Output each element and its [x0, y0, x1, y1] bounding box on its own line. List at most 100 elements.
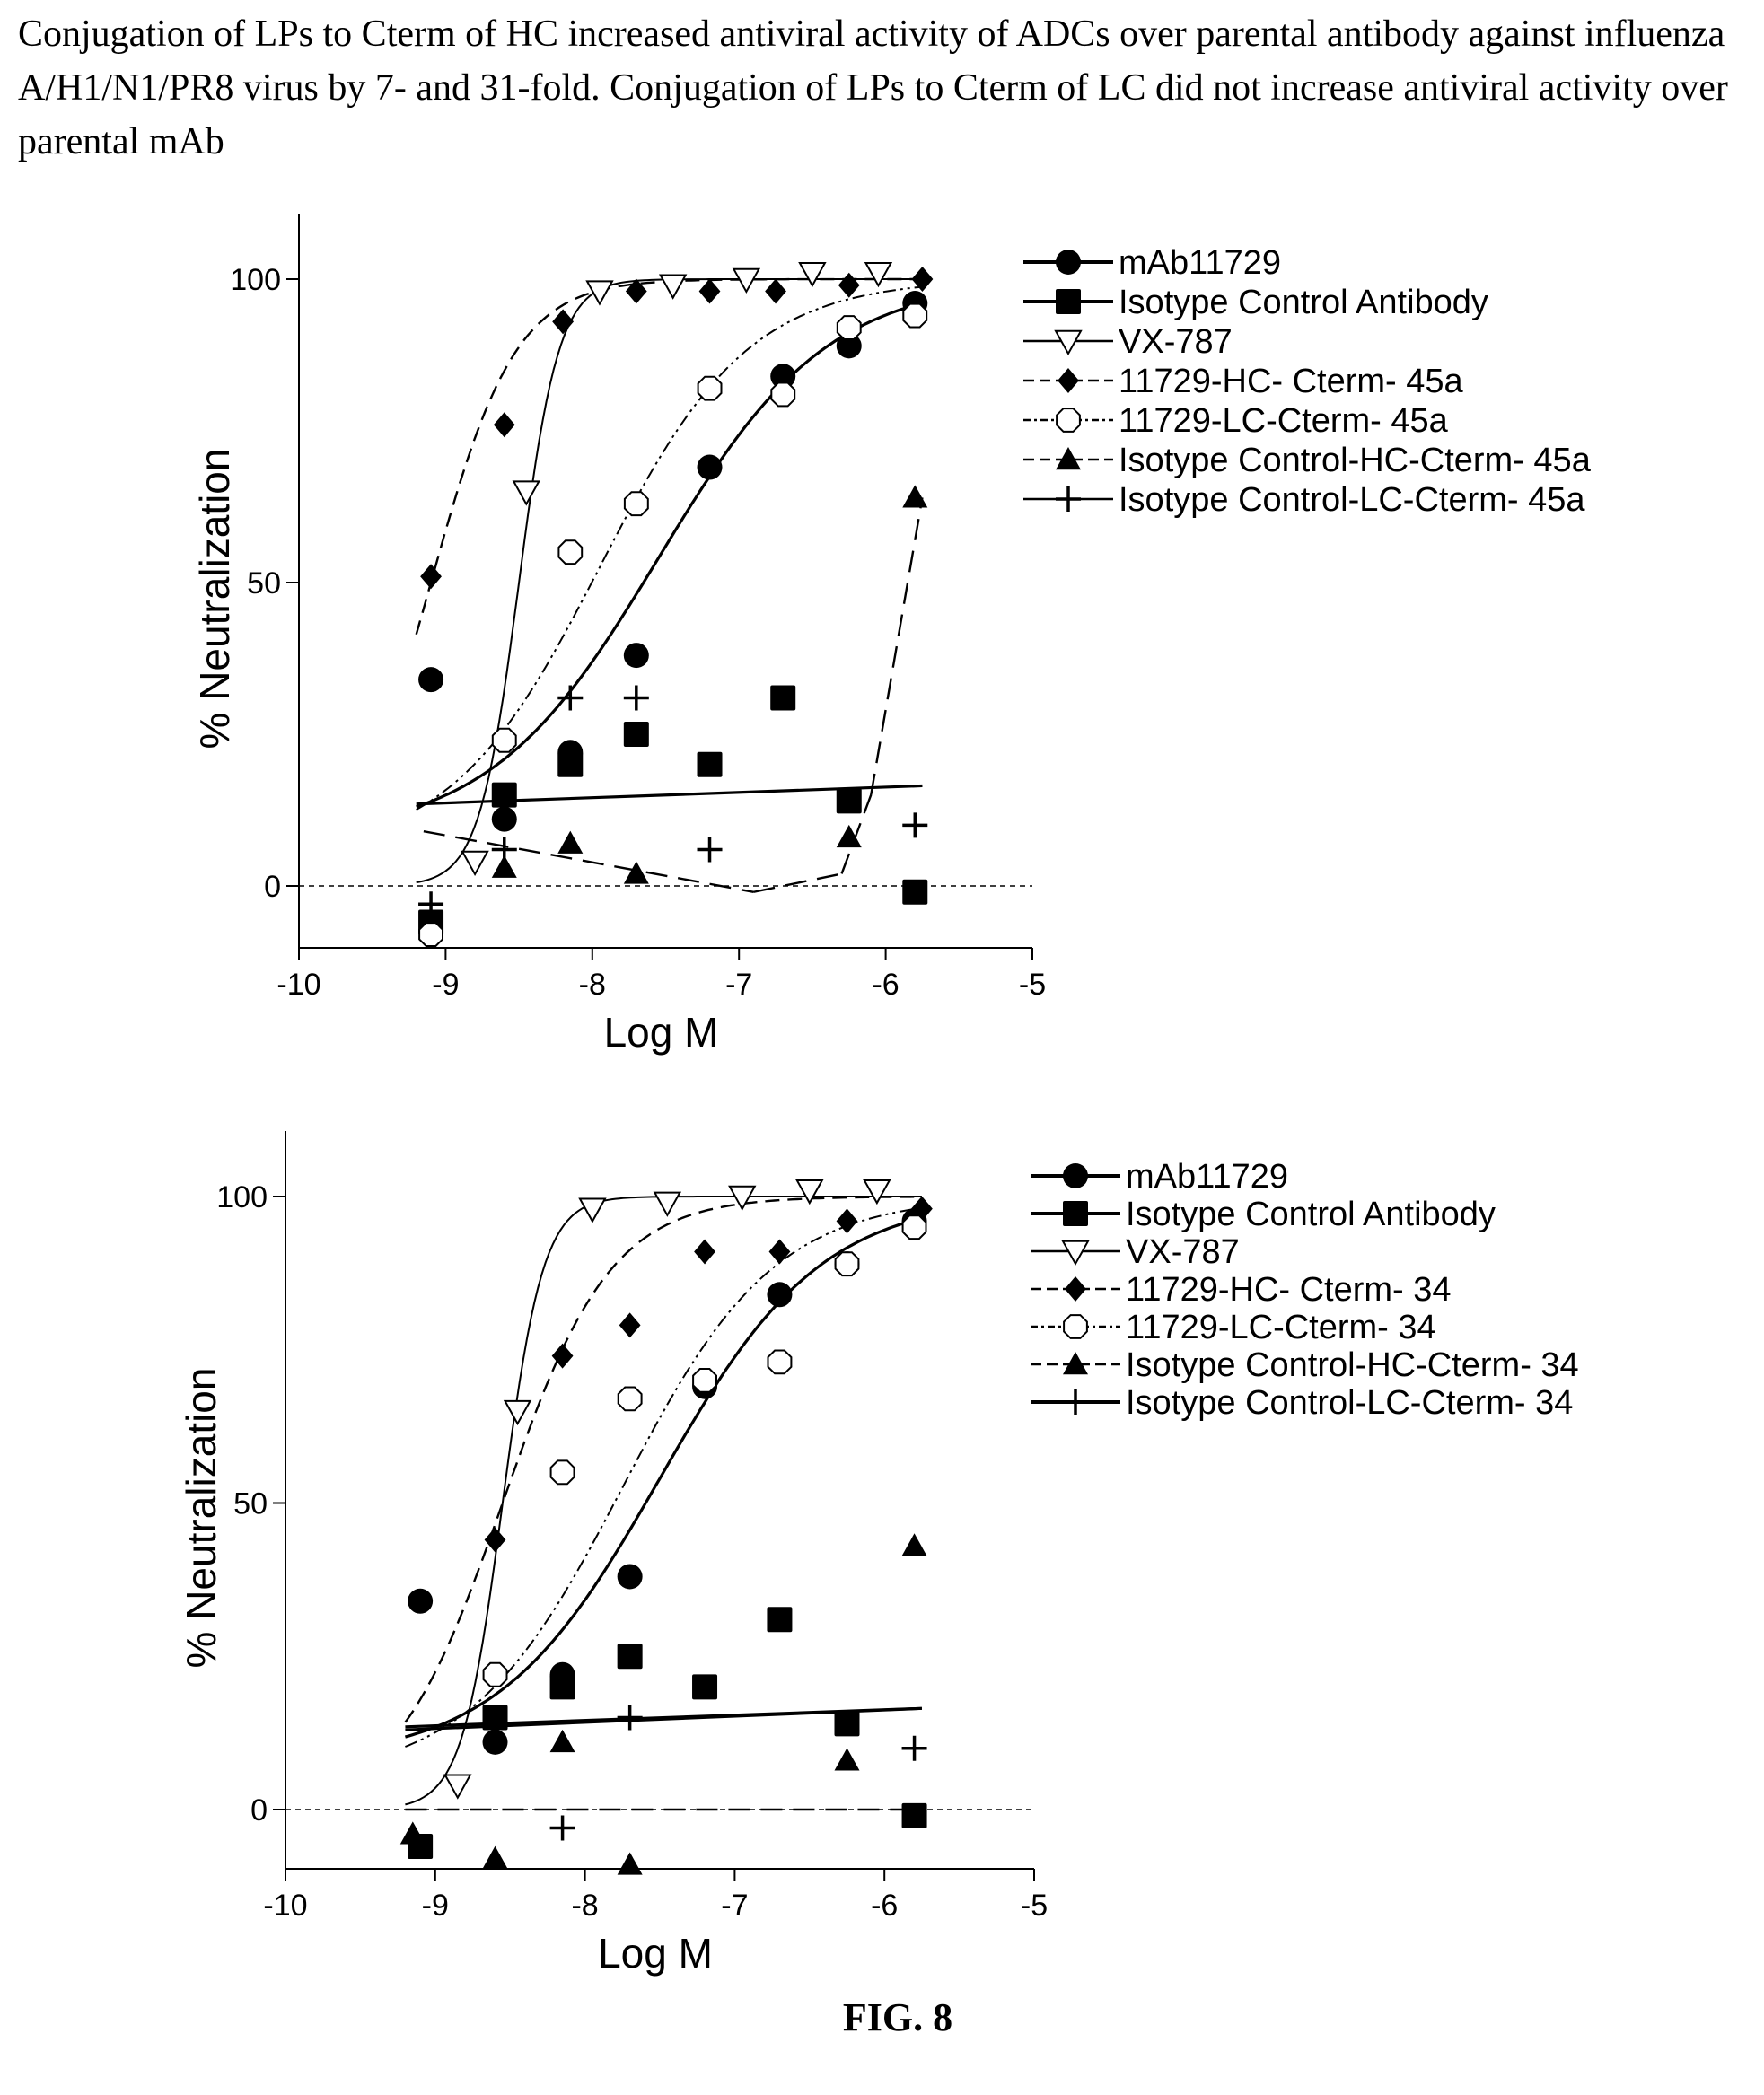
y-tick-label: 50: [233, 1487, 268, 1521]
data-point: [836, 333, 862, 359]
data-point: [697, 837, 723, 863]
data-point: [491, 806, 517, 832]
legend-marker: [1056, 447, 1081, 470]
x-tick-label: -7: [725, 968, 752, 1002]
data-point: [399, 1821, 426, 1845]
x-tick-label: -10: [276, 968, 320, 1002]
data-point: [694, 1239, 715, 1265]
data-point: [770, 685, 796, 711]
data-point: [697, 751, 723, 777]
x-tick-label: -6: [871, 1889, 898, 1923]
data-point: [728, 1185, 757, 1212]
data-point: [767, 1349, 793, 1375]
y-tick-label: 50: [247, 566, 281, 600]
legend-label: mAb11729: [1119, 244, 1281, 282]
data-point: [901, 1214, 927, 1240]
series-markers: [461, 262, 893, 877]
data-point: [557, 539, 584, 565]
series-markers: [418, 302, 928, 947]
data-point: [653, 1191, 682, 1217]
data-point: [770, 381, 796, 408]
data-point: [798, 262, 827, 288]
legend-label: Isotype Control-LC-Cterm- 34: [1126, 1384, 1573, 1422]
data-point: [491, 782, 517, 808]
data-point: [901, 1735, 927, 1761]
fit-curve: [405, 1206, 923, 1748]
data-point: [901, 1533, 927, 1556]
legend-label: 11729-LC-Cterm- 34: [1126, 1309, 1436, 1346]
fit-curve: [416, 302, 923, 809]
data-point: [902, 879, 928, 905]
data-point: [551, 1343, 574, 1369]
x-tick-label: -5: [1021, 1889, 1048, 1923]
data-point: [418, 667, 444, 693]
data-point: [623, 685, 649, 711]
legend-marker: [1063, 1163, 1088, 1188]
data-point: [795, 1179, 824, 1205]
data-point: [512, 480, 540, 506]
data-point: [911, 1196, 933, 1222]
data-point: [408, 1588, 434, 1614]
data-point: [484, 1527, 506, 1553]
data-point: [623, 861, 649, 884]
data-point: [902, 302, 928, 329]
data-point: [482, 1705, 508, 1731]
legend-marker: [1061, 1240, 1090, 1267]
data-point: [697, 454, 723, 480]
x-tick-label: -8: [571, 1889, 598, 1923]
chart-panel-bottom: -10 -9 -8 -7 -6 -5 0 50 100 Log M % Neutralization…: [178, 1131, 1579, 1977]
data-point: [901, 1802, 927, 1828]
legend-label: VX-787: [1119, 323, 1233, 361]
data-point: [836, 788, 862, 814]
legend-label: Isotype Control-HC-Cterm- 45a: [1119, 442, 1592, 479]
data-point: [557, 685, 584, 711]
data-point: [658, 274, 688, 300]
data-point: [836, 1208, 858, 1234]
y-tick-label: 0: [250, 1793, 268, 1828]
data-point: [443, 1774, 472, 1800]
data-point: [420, 564, 442, 590]
data-point: [418, 891, 444, 917]
legend-marker: [1056, 408, 1081, 433]
legend-label: Isotype Control-HC-Cterm- 34: [1126, 1346, 1579, 1384]
data-point: [767, 1282, 793, 1308]
legend-label: Isotype Control Antibody: [1126, 1196, 1496, 1233]
data-point: [482, 1661, 508, 1687]
legend-marker: [1058, 368, 1079, 393]
legend-marker: [1054, 329, 1083, 356]
series-markers: [418, 685, 928, 917]
series-markers: [443, 1179, 891, 1800]
legend-marker: [1056, 250, 1081, 275]
data-point: [482, 1729, 508, 1755]
x-tick-label: -5: [1019, 968, 1046, 1002]
data-point: [617, 1564, 643, 1590]
data-point: [617, 1705, 643, 1731]
x-tick-label: -9: [422, 1889, 449, 1923]
x-axis-label: Log M: [604, 1009, 719, 1056]
data-point: [491, 727, 517, 753]
data-point: [585, 280, 614, 306]
legend-marker: [1056, 486, 1081, 512]
data-point: [692, 1368, 717, 1393]
data-point: [549, 1729, 575, 1753]
data-point: [617, 1644, 643, 1670]
data-point: [698, 278, 721, 304]
y-axis-label: % Neutralization: [178, 1368, 224, 1669]
data-point: [732, 267, 761, 294]
series-markers: [482, 1214, 927, 1687]
legend-label: mAb11729: [1126, 1158, 1288, 1196]
x-tick-label: -8: [579, 968, 606, 1002]
data-point: [617, 1852, 643, 1875]
data-point: [557, 751, 584, 777]
series-markers: [549, 1705, 927, 1841]
x-tick-label: -9: [432, 968, 459, 1002]
data-point: [834, 1251, 860, 1277]
legend-marker: [1063, 1352, 1088, 1375]
data-point: [836, 824, 862, 848]
fit-curve: [404, 1216, 923, 1739]
data-point: [619, 1312, 641, 1338]
x-tick-label: -7: [721, 1889, 748, 1923]
data-point: [418, 922, 443, 947]
data-point: [578, 1197, 607, 1223]
data-point: [863, 1179, 891, 1205]
